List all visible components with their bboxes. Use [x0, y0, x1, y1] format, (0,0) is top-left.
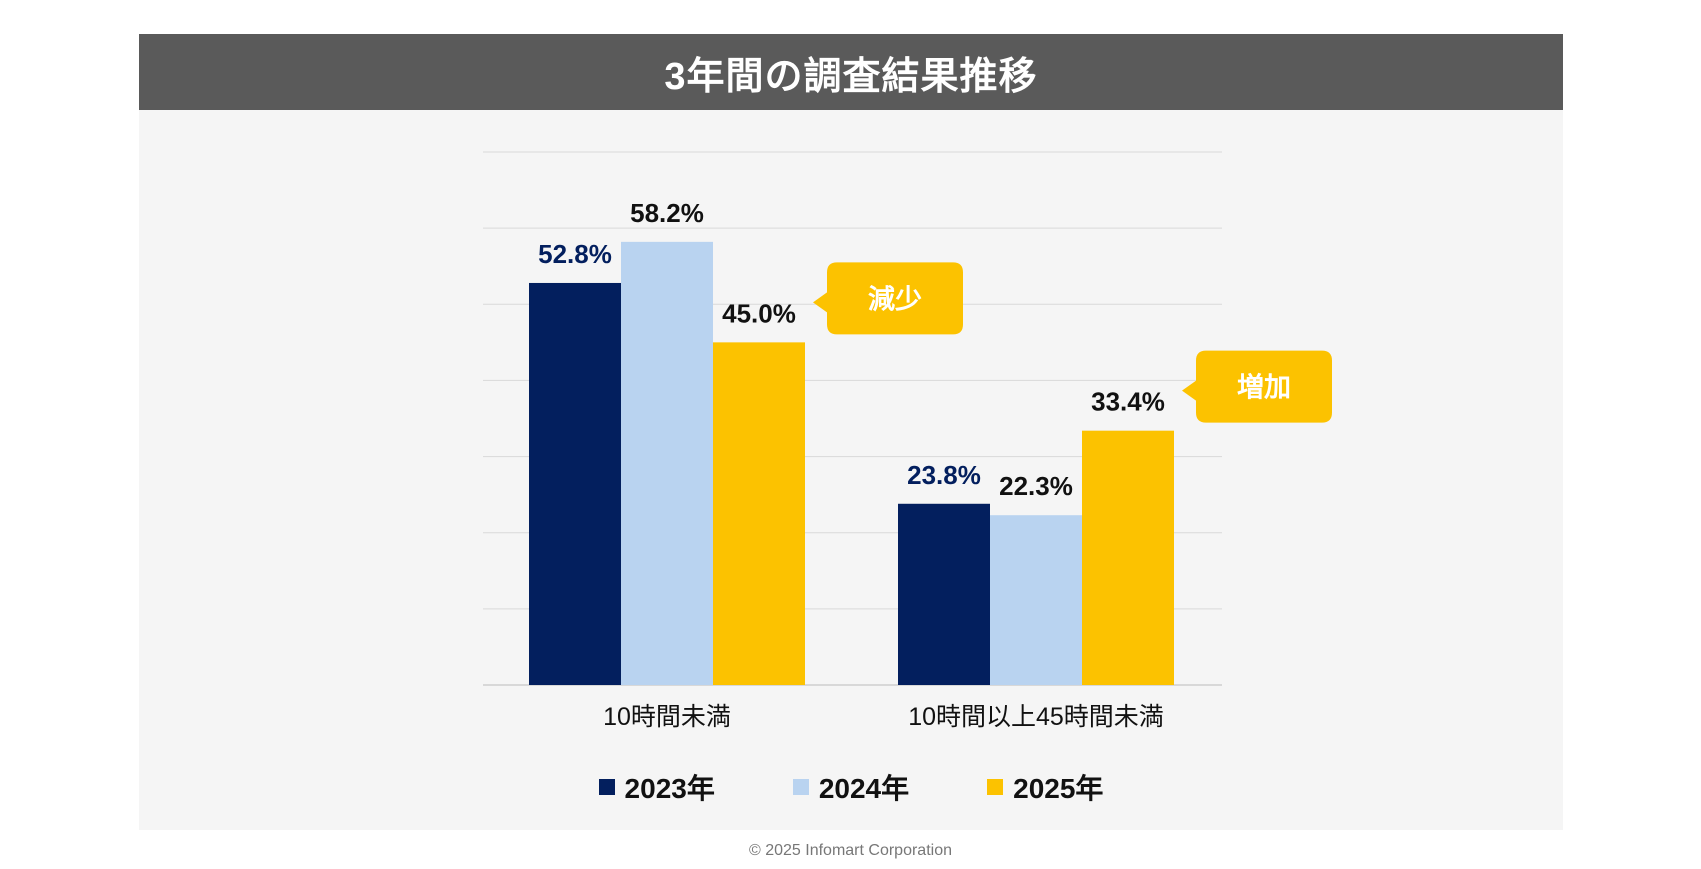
title-bar: 3年間の調査結果推移 [139, 34, 1563, 110]
bar-2023年-10時間未満 [529, 282, 621, 685]
legend-swatch-2025 [987, 779, 1004, 795]
bar-2025年-10時間以上45時間未満 [1082, 430, 1174, 685]
bar-2025年-10時間未満 [713, 342, 805, 685]
legend-label-2025: 2025年 [1013, 773, 1104, 804]
callout-text: 増加 [1237, 372, 1291, 404]
callout-bubble [1182, 350, 1332, 423]
legend-swatch-2024 [792, 779, 809, 795]
copyright-text: © 2025 Infomart Corporation [748, 842, 952, 859]
data-label: 22.3% [999, 471, 1073, 501]
data-label: 45.0% [722, 298, 796, 328]
data-label: 58.2% [630, 198, 704, 228]
callout-text: 減少 [868, 284, 922, 315]
bar-chart: 52.8% 23.8% 58.2% 22.3% 45.0% 33.4% 10時間未満 10時間… [483, 151, 1332, 731]
legend-label-2024: 2024年 [818, 773, 910, 804]
legend-item-2024: 2024年 [792, 767, 910, 807]
bar-2024年-10時間以上45時間未満 [990, 515, 1082, 685]
legend-item-2025: 2025年 [987, 767, 1103, 807]
category-label: 10時間以上45時間未満 [908, 703, 1164, 731]
chart-title: 3年間の調査結果推移 [664, 55, 1038, 98]
legend: 2023年 2024年 2025年 [139, 767, 1563, 807]
data-label: 52.8% [538, 239, 612, 269]
category-label: 10時間未満 [603, 703, 731, 731]
legend-swatch-2023 [598, 779, 615, 795]
chart-panel: 3年間の調査結果推移 52.8% 23.8% 58.2% 22.3% 45.0% 33.4… [139, 34, 1563, 830]
bar-2024年-10時間未満 [621, 241, 713, 685]
data-label: 23.8% [907, 460, 981, 490]
bar-2023年-10時間以上45時間未満 [898, 503, 990, 685]
legend-label-2023: 2023年 [624, 773, 715, 804]
data-label: 33.4% [1091, 387, 1165, 417]
callout-bubble [813, 262, 963, 335]
legend-item-2023: 2023年 [598, 767, 715, 807]
